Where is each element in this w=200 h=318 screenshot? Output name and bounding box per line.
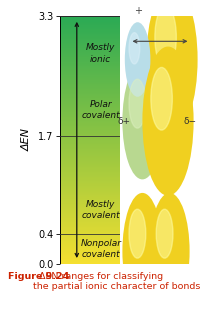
Ellipse shape: [129, 79, 146, 128]
Ellipse shape: [122, 63, 162, 179]
Text: Nonpolar
covalent: Nonpolar covalent: [80, 239, 121, 259]
Ellipse shape: [146, 0, 198, 134]
Text: δ−: δ−: [184, 117, 197, 126]
Text: +: +: [134, 6, 142, 16]
Ellipse shape: [129, 209, 146, 258]
Text: δ+: δ+: [118, 117, 130, 126]
Ellipse shape: [122, 193, 162, 309]
Ellipse shape: [129, 33, 140, 64]
Ellipse shape: [150, 193, 190, 309]
Text: Mostly
covalent: Mostly covalent: [81, 200, 120, 220]
Text: Figure 9.24: Figure 9.24: [8, 272, 69, 281]
Text: ΔEN: ΔEN: [22, 128, 32, 151]
Ellipse shape: [155, 6, 176, 68]
Ellipse shape: [151, 67, 172, 130]
Ellipse shape: [156, 209, 173, 258]
Ellipse shape: [125, 22, 150, 97]
Text: Polar
covalent: Polar covalent: [81, 100, 120, 120]
Text: Mostly
ionic: Mostly ionic: [86, 44, 115, 64]
Text: ΔEN ranges for classifying
the partial ionic character of bonds.: ΔEN ranges for classifying the partial i…: [33, 272, 200, 291]
Ellipse shape: [142, 46, 194, 196]
